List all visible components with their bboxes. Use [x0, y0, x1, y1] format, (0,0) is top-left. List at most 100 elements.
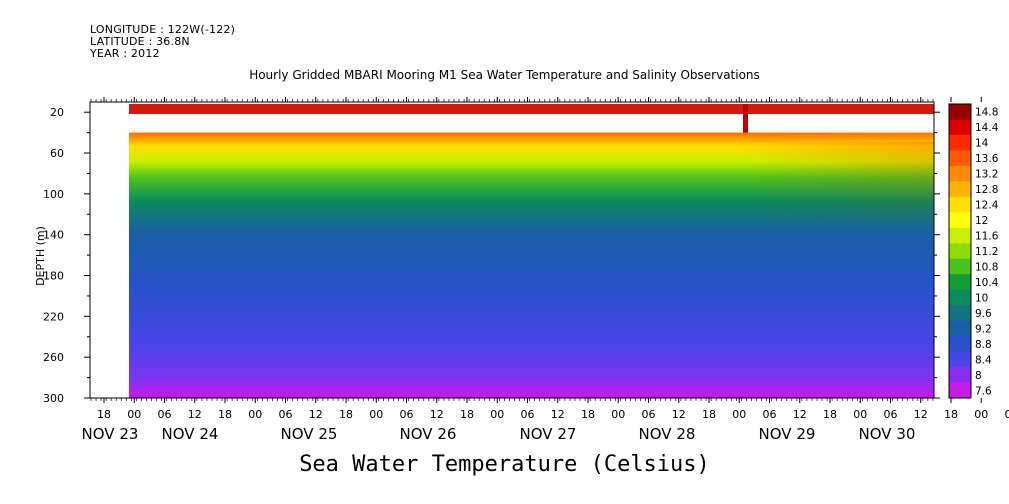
bottom-title: Sea Water Temperature (Celsius) [299, 452, 710, 477]
colorbar-frame [948, 103, 972, 399]
x-tick-label: 00 [732, 408, 746, 421]
colorbar-swatch [949, 336, 971, 353]
y-tick-label: 180 [43, 270, 64, 283]
x-tick-label: 12 [309, 408, 323, 421]
latitude-label: LATITUDE : 36.8N [90, 35, 190, 48]
x-day-label: NOV 30 [859, 425, 916, 443]
x-tick-label: 00 [490, 408, 504, 421]
y-tick-label: 20 [50, 106, 64, 119]
colorbar-swatch [949, 289, 971, 306]
x-tick-label: 18 [460, 408, 474, 421]
x-day-label: NOV 29 [759, 425, 816, 443]
x-day-label: NOV 24 [162, 425, 219, 443]
longitude-label: LONGITUDE : 122W(-122) [90, 23, 236, 36]
y-tick-label: 260 [43, 351, 64, 364]
colorbar-label: 10 [975, 292, 988, 304]
colorbar-swatch [949, 134, 971, 151]
colorbar-label: 14.4 [975, 122, 999, 134]
colorbar-label: 12 [975, 215, 988, 227]
x-tick-label: 00 [248, 408, 262, 421]
y-tick-label: 140 [43, 229, 64, 242]
colorbar-label: 14 [975, 138, 989, 150]
colorbar-label: 9.2 [975, 323, 992, 335]
colorbar-swatch [949, 274, 971, 291]
colorbar-label: 12.4 [975, 200, 999, 212]
y-tick-label: 60 [50, 147, 64, 160]
x-tick-label: 00 [369, 408, 383, 421]
x-tick-label: 18 [823, 408, 837, 421]
colorbar-swatch [949, 165, 971, 182]
surface-band [129, 104, 934, 114]
y-tick-label: 300 [43, 392, 64, 405]
colorbar-label: 8 [975, 370, 982, 382]
colorbar-label: 13.2 [975, 169, 998, 181]
colorbar-label: 14.8 [975, 107, 998, 119]
x-day-label: NOV 23 [82, 425, 139, 443]
x-tick-label: 12 [793, 408, 807, 421]
colorbar-label: 8.8 [975, 339, 992, 351]
colorbar-label: 10.8 [975, 261, 998, 273]
axes: 20 60 100 140 180 220 260 300 18 00 06 12 18 00 06 12 18… [43, 97, 1009, 443]
x-tick-label: 18 [581, 408, 595, 421]
x-tick-label: 00 [974, 408, 988, 421]
colorbar-label: 11.2 [975, 246, 998, 258]
colorbar-label: 8.4 [975, 354, 992, 366]
x-tick-label: 12 [914, 408, 928, 421]
x-tick-label: 06 [279, 408, 293, 421]
colorbar-swatch [949, 119, 971, 136]
colorbar-swatch [949, 104, 971, 120]
y-tick-label: 100 [43, 188, 64, 201]
colorbar-swatch [949, 320, 971, 337]
x-tick-label: 12 [672, 408, 686, 421]
colorbar-label: 13.6 [975, 153, 999, 165]
x-tick-label: 06 [400, 408, 414, 421]
colorbar-swatch [949, 227, 971, 244]
x-tick-label: 12 [430, 408, 444, 421]
colorbar-swatch [949, 181, 971, 198]
warm-layer [740, 132, 934, 223]
x-tick-label: 00 [853, 408, 867, 421]
x-tick-label: 00 [611, 408, 625, 421]
colorbar: 14.8 14.4 14 13.6 13.2 12.8 12.4 12 11.6 11.2 10.8… [948, 103, 999, 399]
colorbar-swatch [949, 150, 971, 167]
surface-spike [743, 104, 748, 133]
colorbar-swatch [949, 243, 971, 260]
x-tick-label: 12 [188, 408, 202, 421]
colorbar-label: 10.4 [975, 277, 999, 289]
x-tick-label: 18 [702, 408, 716, 421]
x-tick-label: 06 [884, 408, 898, 421]
colorbar-label: 7.6 [975, 385, 992, 397]
x-tick-label: 12 [551, 408, 565, 421]
colorbar-swatch [949, 258, 971, 275]
colorbar-label: 11.6 [975, 231, 999, 243]
x-day-label: NOV 27 [520, 425, 577, 443]
x-tick-label: 18 [97, 408, 111, 421]
y-axis-label: DEPTH (m) [34, 226, 47, 286]
x-day-label: NOV 25 [281, 425, 338, 443]
colorbar-swatch [949, 382, 971, 399]
chart-title: Hourly Gridded MBARI Mooring M1 Sea Wate… [249, 68, 760, 82]
x-tick-label: 18 [944, 408, 958, 421]
colorbar-swatch [949, 305, 971, 322]
x-tick-label: 06 [521, 408, 535, 421]
x-tick-label: 06 [1005, 408, 1009, 421]
x-day-label: NOV 26 [400, 425, 457, 443]
plot-frame [89, 101, 935, 399]
x-tick-label: 06 [642, 408, 656, 421]
colorbar-swatch [949, 367, 971, 384]
x-tick-label: 00 [127, 408, 141, 421]
y-tick-label: 220 [43, 310, 64, 323]
x-tick-label: 06 [763, 408, 777, 421]
x-tick-label: 18 [339, 408, 353, 421]
x-tick-label: 18 [218, 408, 232, 421]
plot-area [129, 104, 934, 398]
colorbar-swatch [949, 196, 971, 213]
year-label: YEAR : 2012 [90, 47, 160, 60]
colorbar-label: 9.6 [975, 308, 992, 320]
colorbar-label: 12.8 [975, 184, 998, 196]
colorbar-swatch [949, 212, 971, 229]
x-day-label: NOV 28 [639, 425, 696, 443]
x-tick-label: 06 [158, 408, 172, 421]
colorbar-swatch [949, 351, 971, 368]
